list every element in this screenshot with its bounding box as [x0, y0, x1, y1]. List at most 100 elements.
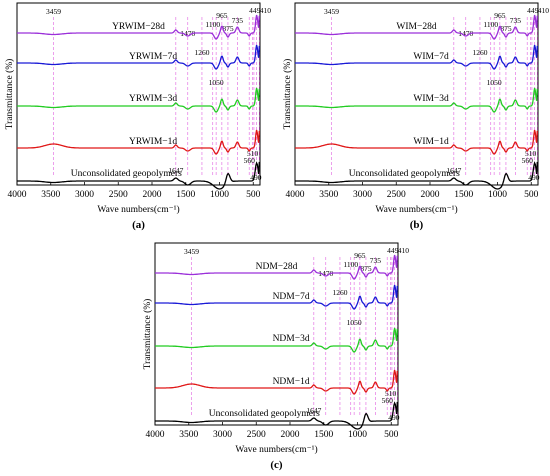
x-tick-label: 1500 — [314, 430, 333, 440]
plot-frame — [294, 2, 539, 186]
x-tick-label: 3500 — [179, 430, 198, 440]
peak-label-875: 875 — [360, 264, 372, 273]
x-tick-label: 500 — [524, 190, 539, 200]
series-line-3 — [295, 129, 538, 155]
x-tick-label: 3000 — [213, 430, 232, 440]
panel-caption: (b) — [410, 219, 424, 231]
peak-label-449: 449 — [249, 6, 261, 15]
series-line-2 — [17, 87, 260, 113]
x-tick-label: 500 — [246, 190, 261, 200]
x-tick-label: 4000 — [286, 190, 305, 200]
peak-label-410: 410 — [398, 246, 410, 255]
series-label-2: YRWIM−3d — [129, 94, 177, 104]
series-label-1: YRWIM−7d — [129, 52, 177, 62]
series-label-4: Unconsolidated geopolymers — [209, 409, 320, 419]
y-axis-label: Transmittance (%) — [142, 299, 153, 370]
x-tick-label: 3500 — [319, 190, 338, 200]
x-tick-label: 3000 — [353, 190, 372, 200]
x-tick-label: 2500 — [387, 190, 406, 200]
x-tick-label: 1000 — [488, 190, 507, 200]
peak-label-3459: 3459 — [184, 247, 199, 256]
series-line-3 — [155, 369, 398, 395]
peak-label-510: 510 — [247, 149, 259, 158]
x-tick-label: 1500 — [454, 190, 473, 200]
peak-label-1260: 1260 — [194, 48, 209, 57]
panel-caption: (c) — [270, 459, 283, 471]
peak-label-1470: 1470 — [180, 29, 195, 38]
peak-label-735: 735 — [370, 256, 382, 265]
x-tick-label: 2500 — [109, 190, 128, 200]
peak-label-560: 560 — [382, 396, 394, 405]
peak-label-1100: 1100 — [483, 20, 498, 29]
peak-label-735: 735 — [510, 16, 522, 25]
peak-label-1470: 1470 — [458, 29, 473, 38]
x-tick-label: 1000 — [210, 190, 229, 200]
y-axis-label: Transmittance (%) — [4, 59, 15, 130]
peak-label-875: 875 — [222, 24, 234, 33]
peak-label-560: 560 — [522, 156, 534, 165]
series-line-0 — [155, 254, 398, 280]
series-label-4: Unconsolidated geopolymers — [71, 169, 182, 179]
series-label-1: WIM−7d — [413, 52, 449, 62]
peak-label-735: 735 — [232, 16, 244, 25]
peak-label-1260: 1260 — [472, 48, 487, 57]
series-line-2 — [295, 87, 538, 113]
series-label-3: NDM−1d — [273, 377, 310, 387]
series-label-3: WIM−1d — [413, 137, 449, 147]
peak-label-490: 490 — [528, 173, 540, 182]
series-line-4 — [155, 401, 398, 430]
x-tick-label: 1000 — [348, 430, 367, 440]
peak-label-1050: 1050 — [347, 318, 362, 327]
series-label-1: NDM−7d — [273, 292, 310, 302]
series-line-2 — [155, 327, 398, 353]
peak-label-1647: 1647 — [168, 166, 183, 175]
peak-label-3459: 3459 — [324, 7, 339, 16]
peak-label-1100: 1100 — [205, 20, 220, 29]
panel-caption: (a) — [132, 219, 145, 231]
x-axis-label: Wave numbers(cm⁻¹) — [235, 444, 317, 455]
peak-label-510: 510 — [525, 149, 537, 158]
peak-label-410: 410 — [260, 6, 272, 15]
plot-frame — [16, 2, 261, 186]
series-label-0: NDM−28d — [256, 262, 298, 272]
series-label-0: WIM−28d — [396, 22, 436, 32]
peak-label-1050: 1050 — [209, 78, 224, 87]
peak-label-1647: 1647 — [446, 166, 461, 175]
peak-label-510: 510 — [385, 389, 397, 398]
x-axis-label: Wave numbers(cm⁻¹) — [375, 204, 457, 215]
peak-label-965: 965 — [216, 11, 228, 20]
x-tick-label: 1500 — [176, 190, 195, 200]
series-label-3: YRWIM−1d — [129, 137, 177, 147]
x-tick-label: 4000 — [8, 190, 27, 200]
series-line-1 — [155, 284, 398, 310]
peak-label-1100: 1100 — [343, 260, 358, 269]
x-tick-label: 500 — [384, 430, 399, 440]
peak-label-449: 449 — [527, 6, 539, 15]
series-label-2: NDM−3d — [273, 334, 310, 344]
peak-label-965: 965 — [494, 11, 506, 20]
series-line-1 — [295, 44, 538, 70]
peak-label-965: 965 — [354, 251, 366, 260]
x-tick-label: 2000 — [421, 190, 440, 200]
x-tick-label: 4000 — [146, 430, 165, 440]
peak-label-490: 490 — [388, 413, 400, 422]
peak-label-1260: 1260 — [332, 288, 347, 297]
peak-label-410: 410 — [538, 6, 550, 15]
peak-label-1470: 1470 — [318, 269, 333, 278]
x-tick-label: 2500 — [247, 430, 266, 440]
x-tick-label: 2000 — [281, 430, 300, 440]
series-line-0 — [295, 14, 538, 40]
series-label-2: WIM−3d — [413, 94, 449, 104]
x-tick-label: 3500 — [41, 190, 60, 200]
series-line-1 — [17, 44, 260, 70]
peak-label-875: 875 — [500, 24, 512, 33]
plot-frame — [154, 242, 399, 426]
peak-label-560: 560 — [244, 156, 256, 165]
peak-label-1647: 1647 — [306, 406, 321, 415]
x-tick-label: 3000 — [75, 190, 94, 200]
series-line-4 — [295, 161, 538, 190]
